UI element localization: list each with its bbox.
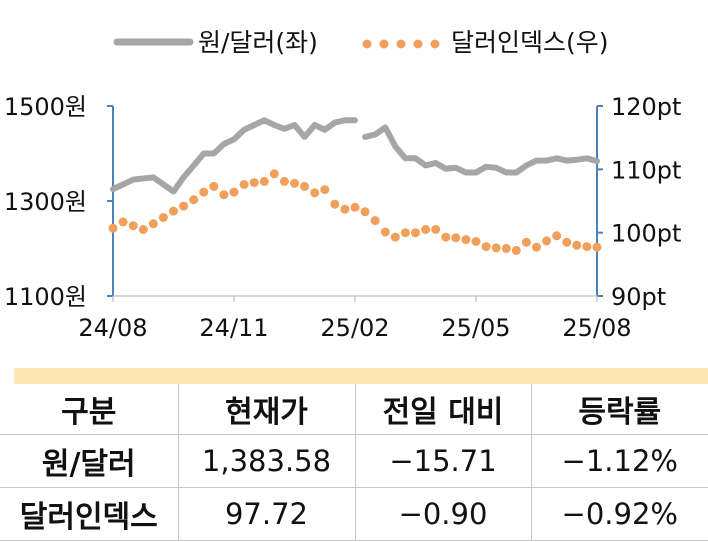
table-row: 원/달러 1,383.58 −15.71 −1.12% [0,434,708,488]
dollar-index-point [582,242,592,252]
dollar-index-point [592,242,602,252]
dollar-index-point [229,187,239,197]
legend-dot-swatch [379,39,389,49]
fx-chart: 원/달러(좌) 달러인덱스(우) 1500원 1300원 1100원 120pt 110p… [4,28,682,342]
legend-label-krw-usd: 원/달러(좌) [198,28,318,57]
dollar-index-point [320,185,330,195]
dollar-index-point [310,188,320,198]
change-rate-cell: −1.12% [530,434,708,488]
dollar-index-point [300,181,310,191]
dollar-index-point [209,181,219,191]
left-tick-label: 1100원 [4,283,87,311]
row-label: 원/달러 [0,434,179,488]
legend-label-dollar-index: 달러인덱스(우) [451,28,609,57]
legend-dot-swatch [430,39,440,49]
dollar-index-point [390,232,400,242]
dollar-index-point [431,225,441,234]
dollar-index-point [350,202,360,212]
table-row: 달러인덱스 97.72 −0.90 −0.92% [0,487,708,541]
dollar-index-point [572,240,582,250]
current-price-cell: 97.72 [177,487,356,541]
dollar-index-point [330,199,340,209]
dollar-index-point [451,233,461,243]
chart-series [108,117,602,255]
dollar-index-point [199,187,209,197]
dollar-index-point [400,228,410,238]
dollar-index-point [521,237,531,247]
dollar-index-point [481,242,491,252]
dollar-index-point [421,225,431,234]
summary-table-wrap: 구분 현재가 전일 대비 등락률 원/달러 1,383.58 −15.71 −1… [0,368,708,542]
dollar-index-point [219,190,229,200]
dollar-index-point [290,178,299,188]
table-top-band [14,368,708,384]
x-tick-label: 25/08 [562,314,631,342]
header-current-price: 현재가 [177,384,356,435]
right-tick-label: 110pt [611,156,681,184]
legend-dot-swatch [413,39,423,49]
x-tick-label: 24/11 [199,314,268,342]
dollar-index-point [179,201,189,211]
table-header-row: 구분 현재가 전일 대비 등락률 [0,384,708,435]
row-label: 달러인덱스 [0,487,179,541]
summary-table: 구분 현재가 전일 대비 등락률 원/달러 1,383.58 −15.71 −1… [0,384,708,541]
header-change-rate: 등락률 [530,384,708,435]
dollar-index-point [542,236,552,246]
legend-dot-swatch [396,39,406,49]
change-rate-cell: −0.92% [530,487,708,541]
dollar-index-point [501,244,511,253]
dollar-index-point [360,207,370,217]
dollar-index-point [269,169,279,179]
right-tick-label: 90pt [611,283,666,311]
dollar-index-point [158,213,168,222]
dollar-index-point [532,242,541,252]
legend-dot-swatch [362,39,372,49]
krw-usd-line [362,124,600,176]
dollar-index-point [118,217,128,227]
dollar-index-point [148,219,158,229]
dollar-index-point [189,195,199,205]
right-tick-label: 100pt [611,220,681,248]
left-tick-label: 1300원 [4,188,87,216]
x-tick-label: 25/02 [320,314,389,342]
dollar-index-point [562,237,572,247]
dollar-index-point [108,223,118,233]
header-category: 구분 [0,384,179,435]
chart-legend: 원/달러(좌) 달러인덱스(우) [113,28,609,57]
chart-axes: 1500원 1300원 1100원 120pt 110pt 100pt 90pt 24/08 2… [4,93,682,342]
dollar-index-point [340,204,350,214]
dollar-index-point [128,221,138,231]
daily-change-cell: −15.71 [354,434,532,488]
daily-change-cell: −0.90 [354,487,532,541]
dollar-index-point [471,237,481,246]
dollar-index-point [511,245,521,255]
current-price-cell: 1,383.58 [177,434,356,488]
dollar-index-point [411,228,420,238]
left-tick-label: 1500원 [4,93,87,121]
right-tick-label: 120pt [611,93,681,121]
header-daily-change: 전일 대비 [354,384,532,435]
dollar-index-point [491,243,501,253]
dollar-index-point [279,176,289,186]
x-tick-label: 24/08 [78,314,147,342]
dollar-index-point [259,176,269,186]
dollar-index-point [552,231,562,241]
krw-usd-line [110,117,358,195]
dollar-index-point [370,216,380,226]
dollar-index-point [169,206,178,216]
dollar-index-point [380,227,390,237]
dollar-index-point [239,180,249,189]
dollar-index-point [461,235,471,245]
dollar-index-point [138,225,148,234]
dollar-index-point [249,178,259,188]
x-tick-label: 25/05 [441,314,510,342]
dollar-index-point [441,232,451,242]
